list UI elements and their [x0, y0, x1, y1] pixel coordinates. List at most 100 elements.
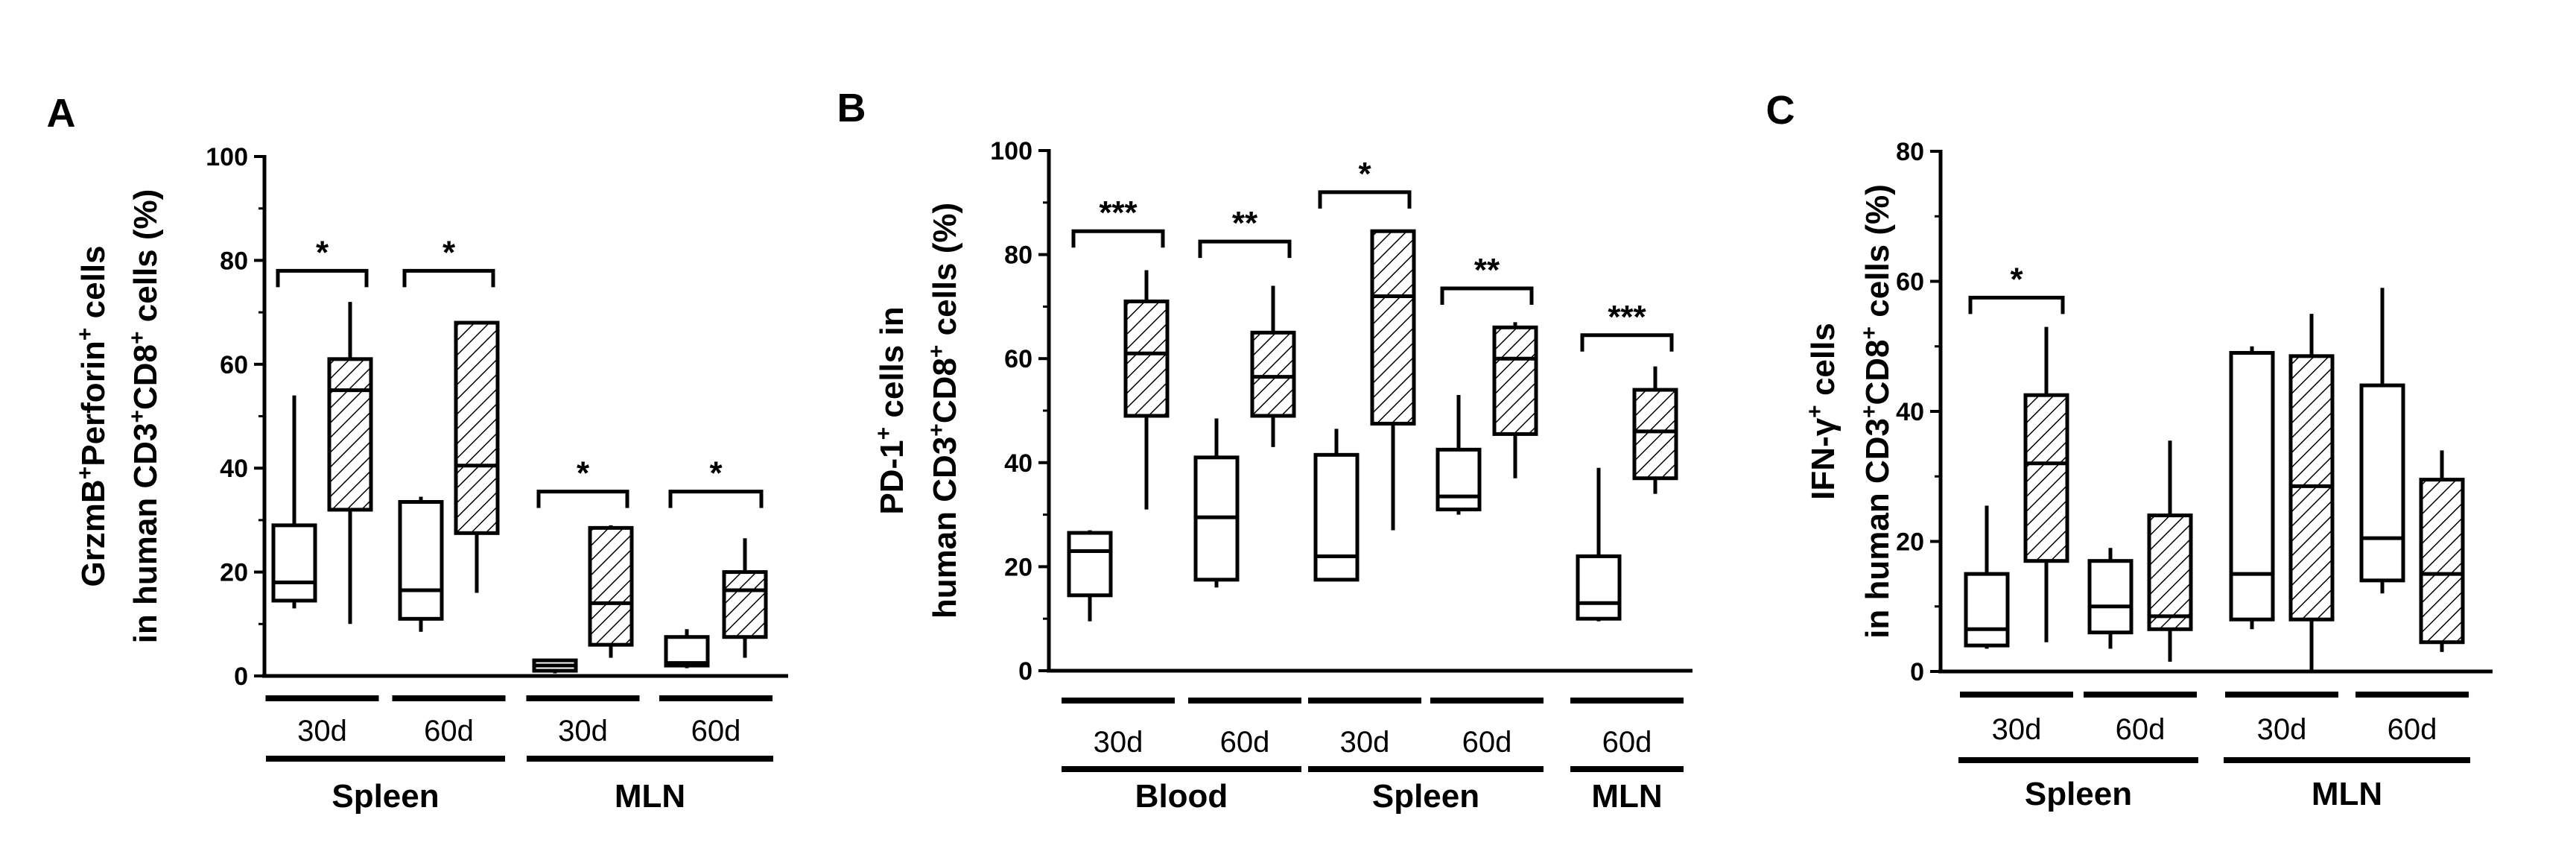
box-treated: [1370, 229, 1416, 426]
y-tick-label: 0: [1018, 657, 1032, 686]
significance-label: *: [709, 455, 723, 492]
subgroup-label: 60d: [1462, 726, 1512, 759]
y-tick-label: 0: [1910, 658, 1924, 686]
subgroup-label: 30d: [2257, 713, 2307, 746]
significance-label: *: [2010, 261, 2023, 297]
significance-label: **: [1474, 252, 1500, 288]
ylabel-part: GrzmB: [75, 479, 112, 587]
ylabel-superscript: +: [1803, 405, 1827, 418]
group-label: Spleen: [1372, 778, 1479, 815]
box-treated: [2419, 478, 2465, 645]
box-control: [2229, 350, 2275, 622]
box-control: [1964, 572, 2010, 648]
y-tick-label: 20: [1004, 553, 1032, 581]
ylabel-superscript: +: [125, 410, 150, 423]
box-control: [398, 500, 444, 621]
y-tick-label: 80: [220, 247, 248, 275]
ylabel-part: cells (%): [927, 203, 963, 345]
y-tick-label: 20: [220, 559, 248, 587]
ylabel-part: human CD3: [927, 437, 963, 619]
ylabel-superscript: +: [73, 467, 98, 480]
box-control: [1313, 452, 1360, 582]
ylabel-part: CD8: [127, 344, 164, 410]
group-label: Spleen: [2025, 776, 2132, 812]
box-control: [1067, 531, 1113, 598]
subgroup-label: 60d: [1220, 726, 1270, 759]
y-tick-label: 100: [990, 137, 1032, 165]
box-treated: [454, 320, 500, 535]
box-treated: [2023, 393, 2069, 563]
panel-letter: B: [837, 86, 866, 130]
significance-label: *: [442, 234, 456, 271]
ylabel-superscript: +: [924, 345, 949, 358]
ylabel-part: CD8: [1859, 339, 1896, 405]
significance-bracket: [1318, 190, 1412, 209]
subgroup-label: 60d: [1602, 726, 1652, 759]
significance-label: *: [1358, 156, 1371, 192]
ylabel-superscript: +: [924, 423, 949, 437]
ylabel-part: cells: [1805, 323, 1841, 405]
ylabel-part: Perforin: [75, 341, 112, 467]
y-tick-label: 40: [220, 455, 248, 483]
y-tick-label: 100: [206, 143, 248, 171]
y-tick-label: 60: [220, 351, 248, 379]
box-treated: [1250, 330, 1296, 418]
ylabel-part: in human CD3: [1859, 418, 1896, 639]
group-label: MLN: [2312, 776, 2382, 812]
significance-bracket: [402, 268, 495, 288]
ylabel-superscript: +: [872, 427, 896, 440]
box-treated: [588, 525, 634, 647]
y-axis-label-line2: in human CD3+CD8+ cells (%): [125, 189, 165, 644]
box-treated: [2147, 513, 2193, 631]
significance-bracket: [1440, 286, 1534, 305]
ylabel-part: IFN-γ: [1805, 417, 1841, 500]
y-tick-label: 0: [234, 663, 248, 691]
y-tick-label: 40: [1004, 449, 1032, 478]
y-axis-label-line1: PD-1+ cells in: [872, 306, 911, 514]
subgroup-label: 60d: [2116, 713, 2166, 746]
y-tick-label: 80: [1004, 241, 1032, 270]
box-treated: [327, 357, 373, 512]
box-treated: [722, 570, 768, 639]
significance-bracket: [536, 490, 629, 508]
y-axis-label-line2: human CD3+CD8+ cells (%): [924, 203, 964, 619]
subgroup-label: 60d: [424, 715, 474, 747]
significance-label: *: [316, 234, 329, 271]
ylabel-part: PD-1: [874, 440, 910, 514]
y-tick-label: 20: [1896, 528, 1924, 557]
ylabel-superscript: +: [1857, 405, 1882, 418]
subgroup-label: 30d: [297, 715, 347, 747]
ylabel-part: in human CD3: [127, 423, 164, 644]
significance-bracket: [1580, 333, 1674, 352]
box-control: [1435, 447, 1482, 512]
ylabel-part: cells (%): [1859, 184, 1896, 326]
box-control: [271, 523, 317, 603]
y-axis-label-line1: GrzmB+Perforin+ cells: [73, 245, 112, 587]
subgroup-label: 30d: [1992, 713, 2042, 746]
y-tick-label: 60: [1004, 345, 1032, 373]
ylabel-part: cells (%): [127, 189, 164, 332]
group-label: MLN: [615, 778, 685, 815]
box-control: [2359, 383, 2405, 583]
ylabel-part: CD8: [927, 358, 963, 423]
subgroup-label: 30d: [558, 715, 608, 747]
box-control: [664, 635, 710, 668]
significance-bracket: [276, 268, 369, 288]
significance-label: **: [1232, 205, 1258, 241]
y-axis-label-line1: IFN-γ+ cells: [1803, 323, 1842, 500]
box-treated: [1492, 325, 1538, 436]
y-tick-label: 40: [1896, 398, 1924, 426]
ylabel-superscript: +: [1857, 326, 1882, 340]
y-tick-label: 60: [1896, 268, 1924, 297]
group-label: MLN: [1591, 778, 1662, 815]
group-label: Spleen: [331, 778, 439, 815]
box-treated: [1632, 388, 1678, 481]
box-treated: [1123, 299, 1170, 418]
subgroup-label: 30d: [1094, 726, 1143, 759]
ylabel-superscript: +: [73, 328, 98, 341]
significance-bracket: [668, 490, 764, 508]
ylabel-superscript: +: [125, 331, 150, 344]
